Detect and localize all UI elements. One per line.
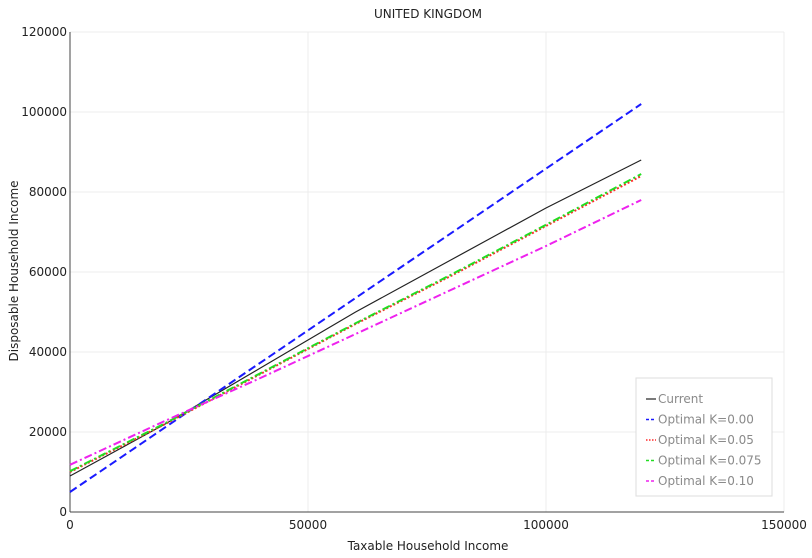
y-tick-label: 40000 [29, 345, 67, 359]
legend-label-1: Optimal K=0.00 [658, 413, 754, 427]
x-tick-label: 150000 [761, 518, 807, 532]
y-tick-label: 120000 [21, 25, 67, 39]
x-tick-label: 0 [66, 518, 74, 532]
legend-label-0: Current [658, 392, 703, 406]
axes [69, 32, 784, 513]
legend-label-3: Optimal K=0.075 [658, 454, 762, 468]
y-tick-label: 20000 [29, 425, 67, 439]
x-axis-label: Taxable Household Income [347, 539, 509, 553]
chart-title: UNITED KINGDOM [374, 7, 482, 21]
tick-labels: 0 50000 100000 150000 0 20000 40000 60000 80000 1… [21, 25, 807, 532]
series-line-4 [69, 199, 642, 466]
series-line-1 [69, 103, 642, 493]
y-tick-label: 0 [59, 505, 67, 519]
y-axis-label: Disposable Household Income [7, 180, 21, 361]
series-line-3 [69, 173, 642, 473]
y-tick-label: 60000 [29, 265, 67, 279]
y-tick-label: 100000 [21, 105, 67, 119]
y-tick-label: 80000 [29, 185, 67, 199]
x-tick-label: 100000 [523, 518, 569, 532]
series-line-0 [69, 159, 642, 477]
legend-label-4: Optimal K=0.10 [658, 474, 754, 488]
x-tick-label: 50000 [289, 518, 327, 532]
legend-label-2: Optimal K=0.05 [658, 433, 754, 447]
series-group [69, 103, 642, 493]
legend-box [635, 377, 773, 497]
legend: Current Optimal K=0.00 Optimal K=0.05 Optim… [635, 377, 773, 497]
